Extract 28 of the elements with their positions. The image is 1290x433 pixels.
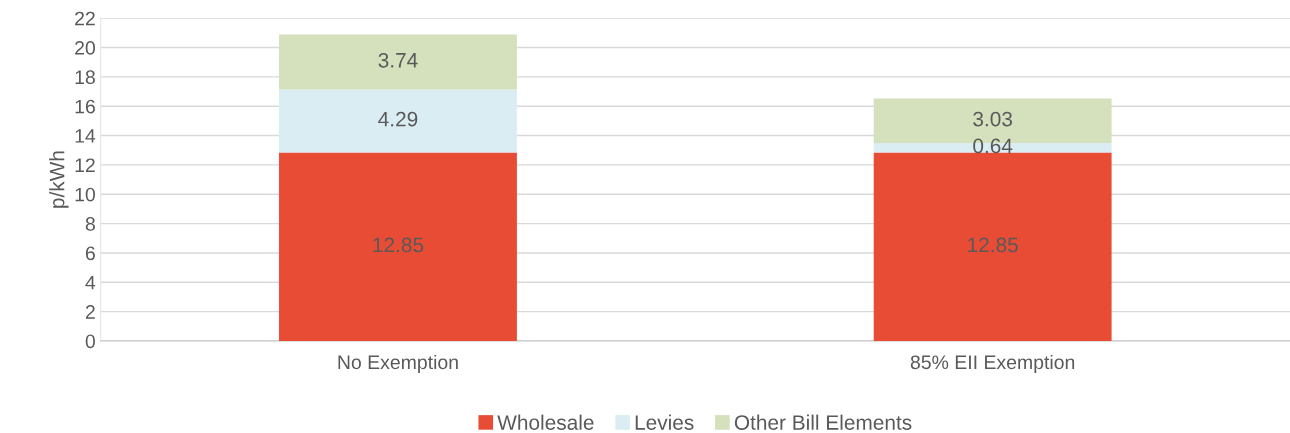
data-label: 3.03	[973, 111, 1013, 127]
data-label: 0.64	[973, 138, 1013, 154]
data-label: 12.85	[968, 237, 1018, 253]
bar	[279, 34, 517, 90]
bar	[279, 89, 517, 153]
y-tick-label: 12	[75, 158, 95, 172]
legend-label: Other Bill Elements	[734, 414, 912, 430]
y-tick-label: 0	[85, 334, 95, 349]
data-label: 4.29	[378, 111, 418, 127]
y-axis-title: p/kWh	[49, 151, 69, 208]
y-tick-label: 14	[75, 129, 96, 143]
y-tick-label: 16	[75, 99, 95, 114]
y-tick-label: 4	[85, 275, 96, 290]
legend-label: Wholesale	[497, 414, 594, 430]
x-tick-label: 85% EII Exemption	[910, 354, 1075, 373]
x-tick-label: No Exemption	[338, 354, 458, 373]
y-tick-label: 18	[75, 70, 95, 85]
y-tick-label: 20	[75, 41, 95, 55]
y-tick-label: 10	[75, 187, 95, 202]
y-tick-label: 8	[85, 217, 95, 231]
y-tick-label: 6	[85, 246, 95, 261]
data-label: 12.85	[373, 237, 424, 253]
bar	[873, 152, 1112, 341]
data-label: 3.74	[378, 52, 418, 68]
y-tick-label: 22	[75, 11, 95, 26]
legend-label: Levies	[635, 414, 694, 430]
y-tick-label: 2	[85, 305, 95, 319]
bar	[279, 152, 517, 341]
